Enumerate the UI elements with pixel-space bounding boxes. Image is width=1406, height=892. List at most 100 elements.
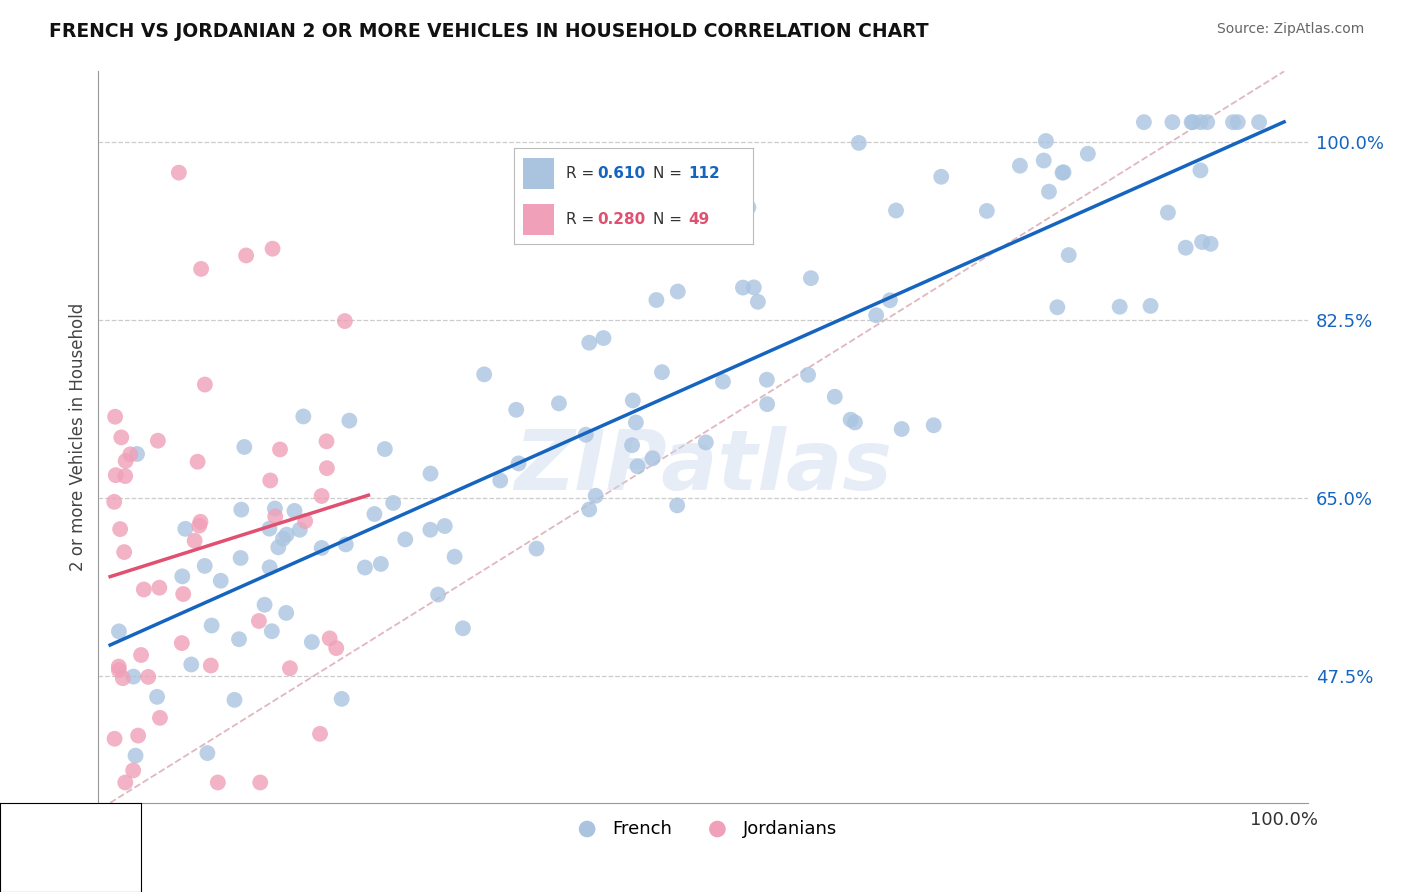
French — [271, 532, 294, 546]
French — [180, 657, 202, 672]
French — [1057, 248, 1080, 262]
French — [526, 541, 548, 556]
Jordanians — [120, 447, 142, 461]
French — [335, 537, 357, 551]
Jordanians — [207, 775, 229, 789]
French — [1189, 115, 1212, 129]
Jordanians — [333, 314, 356, 328]
French — [626, 459, 648, 474]
Jordanians — [262, 242, 284, 256]
Jordanians — [108, 522, 131, 536]
Jordanians — [114, 469, 136, 483]
Jordanians — [278, 661, 301, 675]
French — [1032, 153, 1054, 168]
French — [330, 691, 353, 706]
French — [645, 293, 668, 307]
French — [585, 489, 607, 503]
French — [756, 397, 779, 411]
Jordanians — [190, 515, 212, 529]
French — [224, 693, 246, 707]
French — [292, 409, 315, 424]
French — [394, 533, 416, 547]
French — [651, 365, 673, 379]
Text: 112: 112 — [689, 166, 720, 181]
Jordanians — [269, 442, 291, 457]
French — [844, 416, 866, 430]
Jordanians — [311, 489, 333, 503]
French — [1035, 134, 1057, 148]
French — [229, 551, 252, 566]
French — [1133, 115, 1156, 129]
Jordanians — [264, 509, 287, 524]
French — [1226, 115, 1249, 129]
French — [890, 422, 912, 436]
Jordanians — [235, 248, 257, 262]
Jordanians — [170, 636, 193, 650]
French — [260, 624, 283, 639]
French — [1038, 185, 1060, 199]
French — [929, 169, 952, 184]
Jordanians — [172, 587, 194, 601]
French — [1077, 146, 1099, 161]
French — [108, 624, 131, 639]
Jordanians — [190, 261, 212, 276]
French — [548, 396, 571, 410]
Jordanians — [148, 581, 170, 595]
Jordanians — [194, 377, 217, 392]
French — [427, 588, 450, 602]
French — [824, 390, 846, 404]
French — [1046, 300, 1069, 314]
French — [370, 557, 392, 571]
Jordanians — [111, 671, 134, 685]
Jordanians — [183, 533, 205, 548]
French — [233, 440, 256, 454]
Text: 49: 49 — [689, 212, 710, 227]
French — [124, 748, 146, 763]
Jordanians — [188, 518, 211, 533]
French — [288, 523, 311, 537]
French — [666, 285, 689, 299]
French — [337, 414, 360, 428]
French — [922, 418, 945, 433]
French — [419, 523, 441, 537]
French — [800, 271, 823, 285]
French — [737, 200, 759, 214]
French — [505, 402, 527, 417]
Text: R =: R = — [567, 166, 599, 181]
Bar — [523, 158, 554, 188]
French — [363, 507, 385, 521]
French — [797, 368, 820, 382]
Jordanians — [104, 409, 127, 424]
French — [172, 569, 194, 583]
French — [146, 690, 169, 704]
French — [592, 331, 614, 345]
French — [1189, 163, 1212, 178]
Jordanians — [318, 632, 340, 646]
French — [259, 560, 281, 574]
French — [848, 136, 870, 150]
Jordanians — [112, 545, 135, 559]
French — [1157, 205, 1180, 219]
French — [195, 746, 218, 760]
French — [747, 294, 769, 309]
Jordanians — [325, 641, 347, 656]
Text: R =: R = — [567, 212, 599, 227]
French — [1249, 115, 1271, 129]
French — [433, 519, 456, 533]
Jordanians — [103, 731, 125, 746]
French — [382, 496, 405, 510]
French — [125, 447, 148, 461]
Jordanians — [114, 454, 136, 468]
French — [301, 635, 323, 649]
French — [283, 504, 305, 518]
French — [253, 598, 276, 612]
Text: 0.610: 0.610 — [598, 166, 645, 181]
French — [1161, 115, 1184, 129]
French — [621, 393, 644, 408]
French — [1139, 299, 1161, 313]
French — [1008, 159, 1031, 173]
French — [621, 438, 644, 452]
French — [451, 621, 474, 635]
French — [1174, 241, 1197, 255]
French — [259, 522, 281, 536]
